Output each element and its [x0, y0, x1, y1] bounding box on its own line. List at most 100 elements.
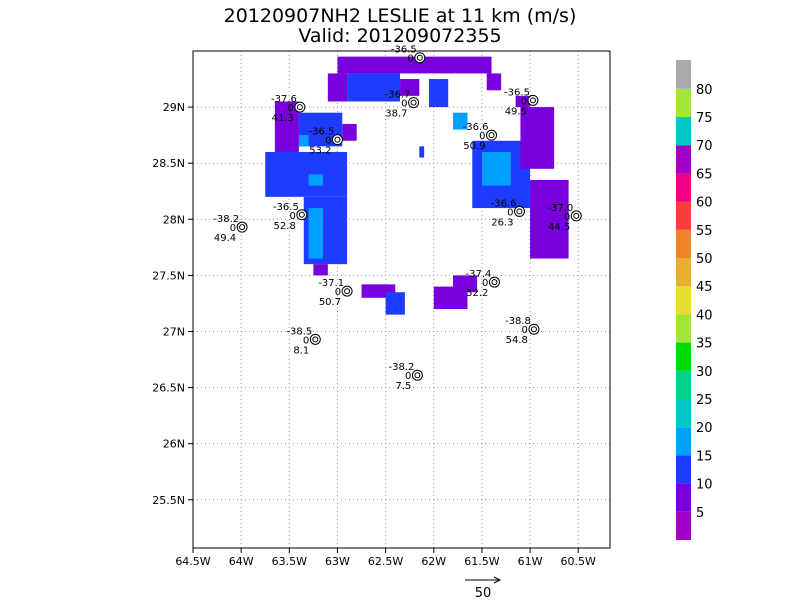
station-temperature: -36.5: [391, 45, 417, 56]
station-level: 0: [289, 211, 295, 222]
colorbar-label: 30: [696, 365, 713, 380]
y-tick-label: 25.5N: [152, 494, 185, 507]
wind-speed-patch: [385, 292, 405, 315]
colorbar-label: 60: [696, 196, 713, 211]
y-tick-label: 27N: [163, 325, 185, 338]
wind-speed-patch: [308, 208, 324, 259]
colorbar-box: [676, 427, 691, 456]
colorbar-label: 55: [696, 224, 713, 239]
wind-speed-patch: [274, 101, 299, 152]
colorbar-label: 35: [696, 337, 713, 352]
station-marker: [527, 94, 539, 106]
station-temperature: -36.7: [385, 90, 411, 101]
station-marker-inner: [530, 326, 537, 333]
station-marker: [513, 205, 525, 217]
station-marker: [528, 323, 540, 335]
station-marker-inner: [296, 104, 303, 111]
station-level: 0: [401, 99, 407, 110]
station-temperature: -37.6: [271, 94, 297, 105]
station-marker-inner: [416, 54, 423, 61]
colorbar-label: 40: [696, 308, 713, 323]
station-marker: [309, 333, 321, 345]
wind-speed-patch: [428, 79, 449, 108]
colorbar-box: [676, 88, 691, 117]
x-tick-label: 62W: [421, 555, 446, 568]
colorbar-box: [676, 342, 691, 371]
colorbar-label: 65: [696, 167, 713, 182]
colorbar-label: 75: [696, 111, 713, 126]
colorbar-box: [676, 145, 691, 174]
station-marker-inner: [410, 99, 417, 106]
colorbar-box: [676, 60, 691, 89]
wind-speed-patch: [337, 56, 492, 74]
station-level: 0: [564, 212, 570, 223]
y-tick-label: 26N: [163, 438, 185, 451]
x-tick-label: 61W: [518, 555, 543, 568]
plot-frame: [192, 50, 611, 549]
station-value: 41.3: [272, 113, 294, 124]
station-marker: [294, 101, 306, 113]
station-level: 0: [230, 223, 236, 234]
station-level: 0: [522, 325, 528, 336]
station-marker: [236, 221, 248, 233]
colorbar-label: 70: [696, 139, 713, 154]
map-subtitle: Valid: 201209072355: [298, 25, 501, 47]
station-marker-inner: [516, 208, 523, 215]
wind-speed-patch: [400, 79, 420, 96]
station-value: 49.5: [505, 106, 527, 117]
station-value: 53.2: [309, 146, 331, 157]
station-marker: [331, 134, 343, 146]
reference-vector-label: 50: [475, 586, 492, 600]
station-level: 0: [521, 96, 527, 107]
station-marker: [341, 285, 353, 297]
plot-layer: 64.5W 64W 63.5W 63W 62.5W 62W 61.5W 61W 60.5W 29N…: [152, 45, 610, 568]
station-marker-inner: [491, 279, 498, 286]
station-value: 7.5: [395, 381, 411, 392]
wind-speed-patch: [313, 264, 328, 276]
station-value: 50.9: [463, 141, 485, 152]
station-level: 0: [507, 207, 513, 218]
station-level: 0: [288, 103, 294, 114]
colorbar-label: 15: [696, 449, 713, 464]
colorbar-box: [676, 511, 691, 540]
wind-speed-patch: [347, 73, 401, 102]
station-level: 0: [335, 287, 341, 298]
wind-speed-patch: [419, 146, 425, 158]
colorbar-label: 25: [696, 393, 713, 408]
station-marker-inner: [312, 336, 319, 343]
x-tick-label: 63.5W: [272, 555, 307, 568]
colorbar-box: [676, 370, 691, 399]
x-tick-label: 60.5W: [561, 555, 596, 568]
station-temperature: -37.0: [547, 203, 573, 214]
station-value: 49.4: [214, 233, 236, 244]
map-title: 20120907NH2 LESLIE at 11 km (m/s): [224, 5, 577, 27]
y-tick-label: 28N: [163, 213, 185, 226]
wind-speed-patch: [530, 180, 569, 259]
y-tick-label: 26.5N: [152, 382, 185, 395]
station-value: 54.8: [506, 335, 528, 346]
colorbar-label: 20: [696, 421, 713, 436]
station-temperature: -36.6: [491, 198, 517, 209]
colorbar-box: [676, 117, 691, 146]
station-marker-inner: [529, 97, 536, 104]
station-value: 50.7: [319, 297, 341, 308]
station-level: 0: [482, 278, 488, 289]
station-marker: [414, 52, 426, 64]
x-tick-label: 64W: [229, 555, 254, 568]
colorbar-box: [676, 173, 691, 202]
station-temperature: -36.5: [504, 87, 530, 98]
station-marker-inner: [298, 211, 305, 218]
y-tick-label: 28.5N: [152, 157, 185, 170]
station-marker: [488, 276, 500, 288]
station-level: 0: [479, 131, 485, 142]
wind-speed-patch: [308, 174, 324, 186]
station-level: 0: [405, 371, 411, 382]
station-marker: [486, 129, 498, 141]
station-marker-inner: [344, 288, 351, 295]
station-temperature: -36.5: [273, 202, 299, 213]
station-temperature: -36.6: [463, 122, 489, 133]
wind-speed-patch: [486, 73, 502, 91]
station-value: 8.1: [293, 345, 309, 356]
